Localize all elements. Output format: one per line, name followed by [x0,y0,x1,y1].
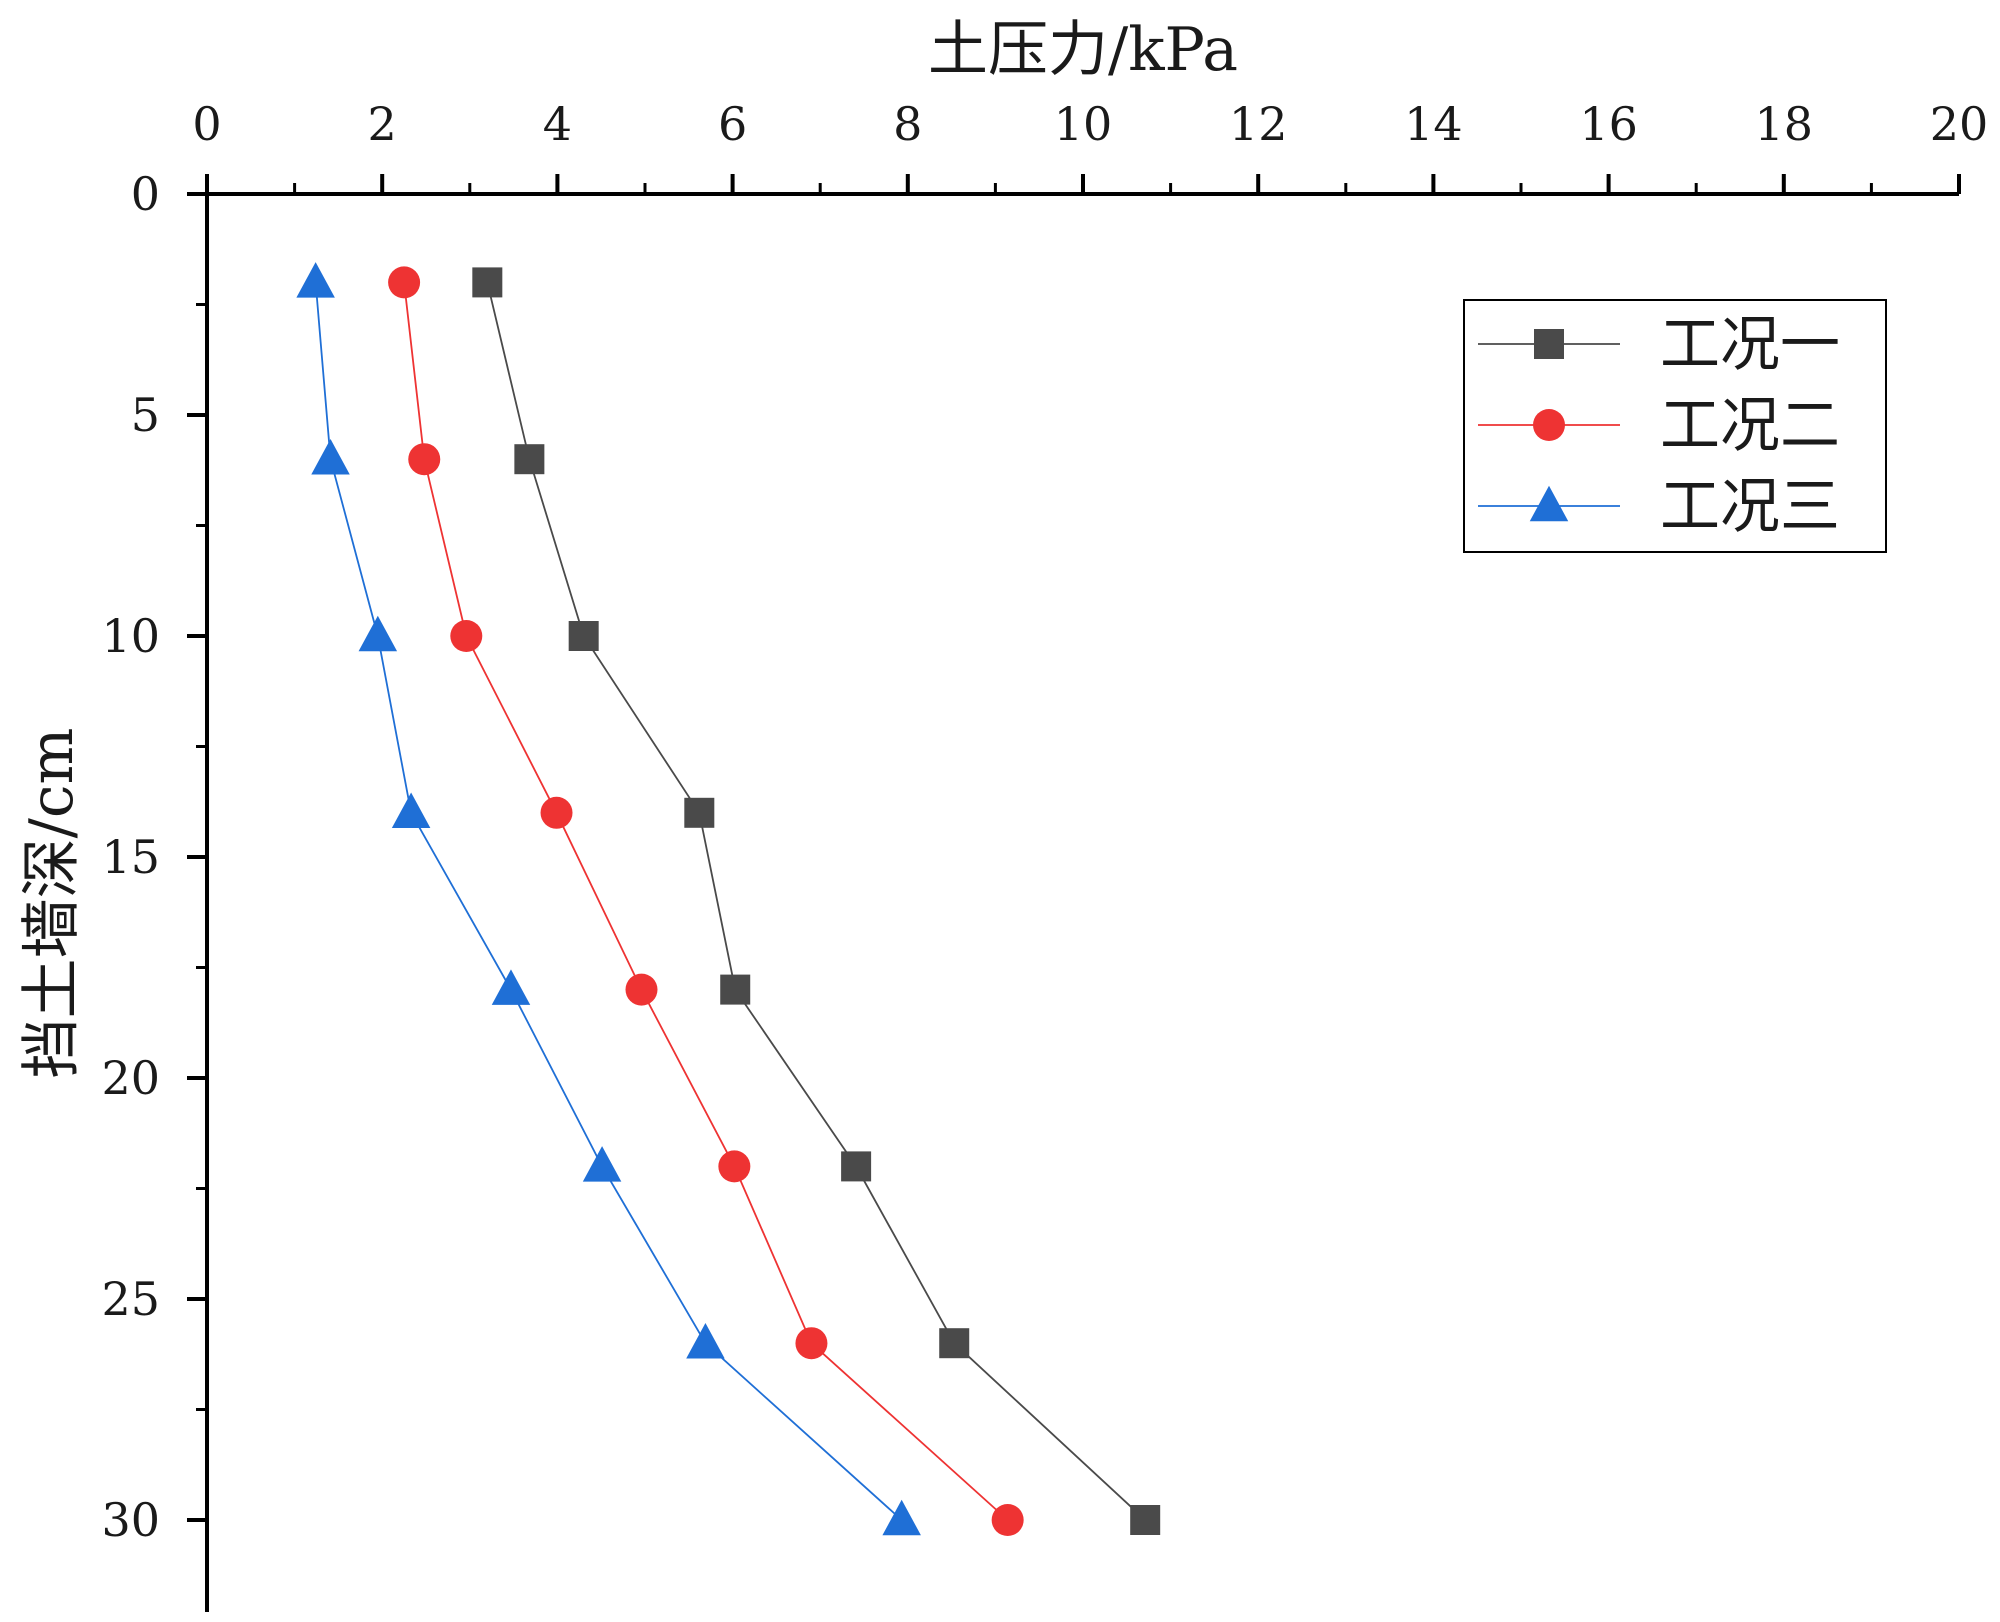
data-point [391,792,431,829]
data-point [718,1150,751,1183]
series-line [486,282,1146,1521]
y-tick-label: 15 [101,830,160,884]
x-tick-label: 14 [1404,97,1463,151]
y-tick-label: 10 [101,609,160,663]
y-tick-label: 0 [131,167,160,221]
data-point [388,266,421,299]
axes: 0 2 4 6 8 10 12 14 16 18 20 0 5 10 15 20 25 30 [101,97,1988,1612]
legend-marker [1529,485,1569,522]
x-tick-label: 8 [893,97,922,151]
legend-item: 工况三 [1478,472,1840,542]
data-point [514,444,545,475]
data-point [686,1322,725,1359]
y-tick-label: 30 [101,1493,160,1547]
series-line [403,282,1009,1521]
data-point [450,620,483,652]
x-tick-label: 0 [192,97,221,151]
data-point [1130,1505,1161,1535]
y-tick-label: 25 [101,1272,160,1326]
data-point [358,615,398,652]
legend-label: 工况二 [1660,391,1840,461]
data-point [625,973,658,1006]
x-tick-label: 6 [718,97,747,151]
data-point [684,797,715,828]
series-1 [472,267,1161,1535]
data-point [841,1151,872,1182]
y-tick-label: 20 [101,1051,160,1105]
data-point [296,262,335,298]
data-point [491,969,531,1005]
x-tick-label: 16 [1579,97,1638,151]
series-line [314,282,903,1521]
data-point [311,438,350,475]
x-tick-label: 2 [368,97,397,151]
series-3 [296,262,921,1536]
data-point [795,1327,828,1360]
data-point [882,1499,921,1536]
legend-marker [1534,329,1564,359]
data-point [991,1504,1024,1536]
data-point [720,974,751,1005]
data-point [472,267,503,298]
x-tick-label: 10 [1054,97,1113,151]
series-2 [388,266,1024,1536]
y-tick-label: 5 [131,388,160,442]
x-axis-title: 土压力/kPa [928,15,1238,85]
data-point [568,621,599,651]
data-point [582,1146,622,1182]
x-tick-label: 4 [543,97,572,151]
legend-label: 工况三 [1660,472,1840,542]
legend-label: 工况一 [1660,310,1840,380]
data-point [939,1328,970,1359]
series-layer [296,262,1161,1536]
x-tick-label: 20 [1930,97,1989,151]
legend-marker [1533,409,1565,441]
data-point [408,443,441,476]
x-tick-label: 18 [1755,97,1814,151]
data-point [540,796,573,829]
x-tick-label: 12 [1229,97,1288,151]
legend-item: 工况一 [1478,310,1840,380]
legend-item: 工况二 [1478,391,1840,461]
y-axis-title: 挡土墙深/cm [17,728,87,1079]
